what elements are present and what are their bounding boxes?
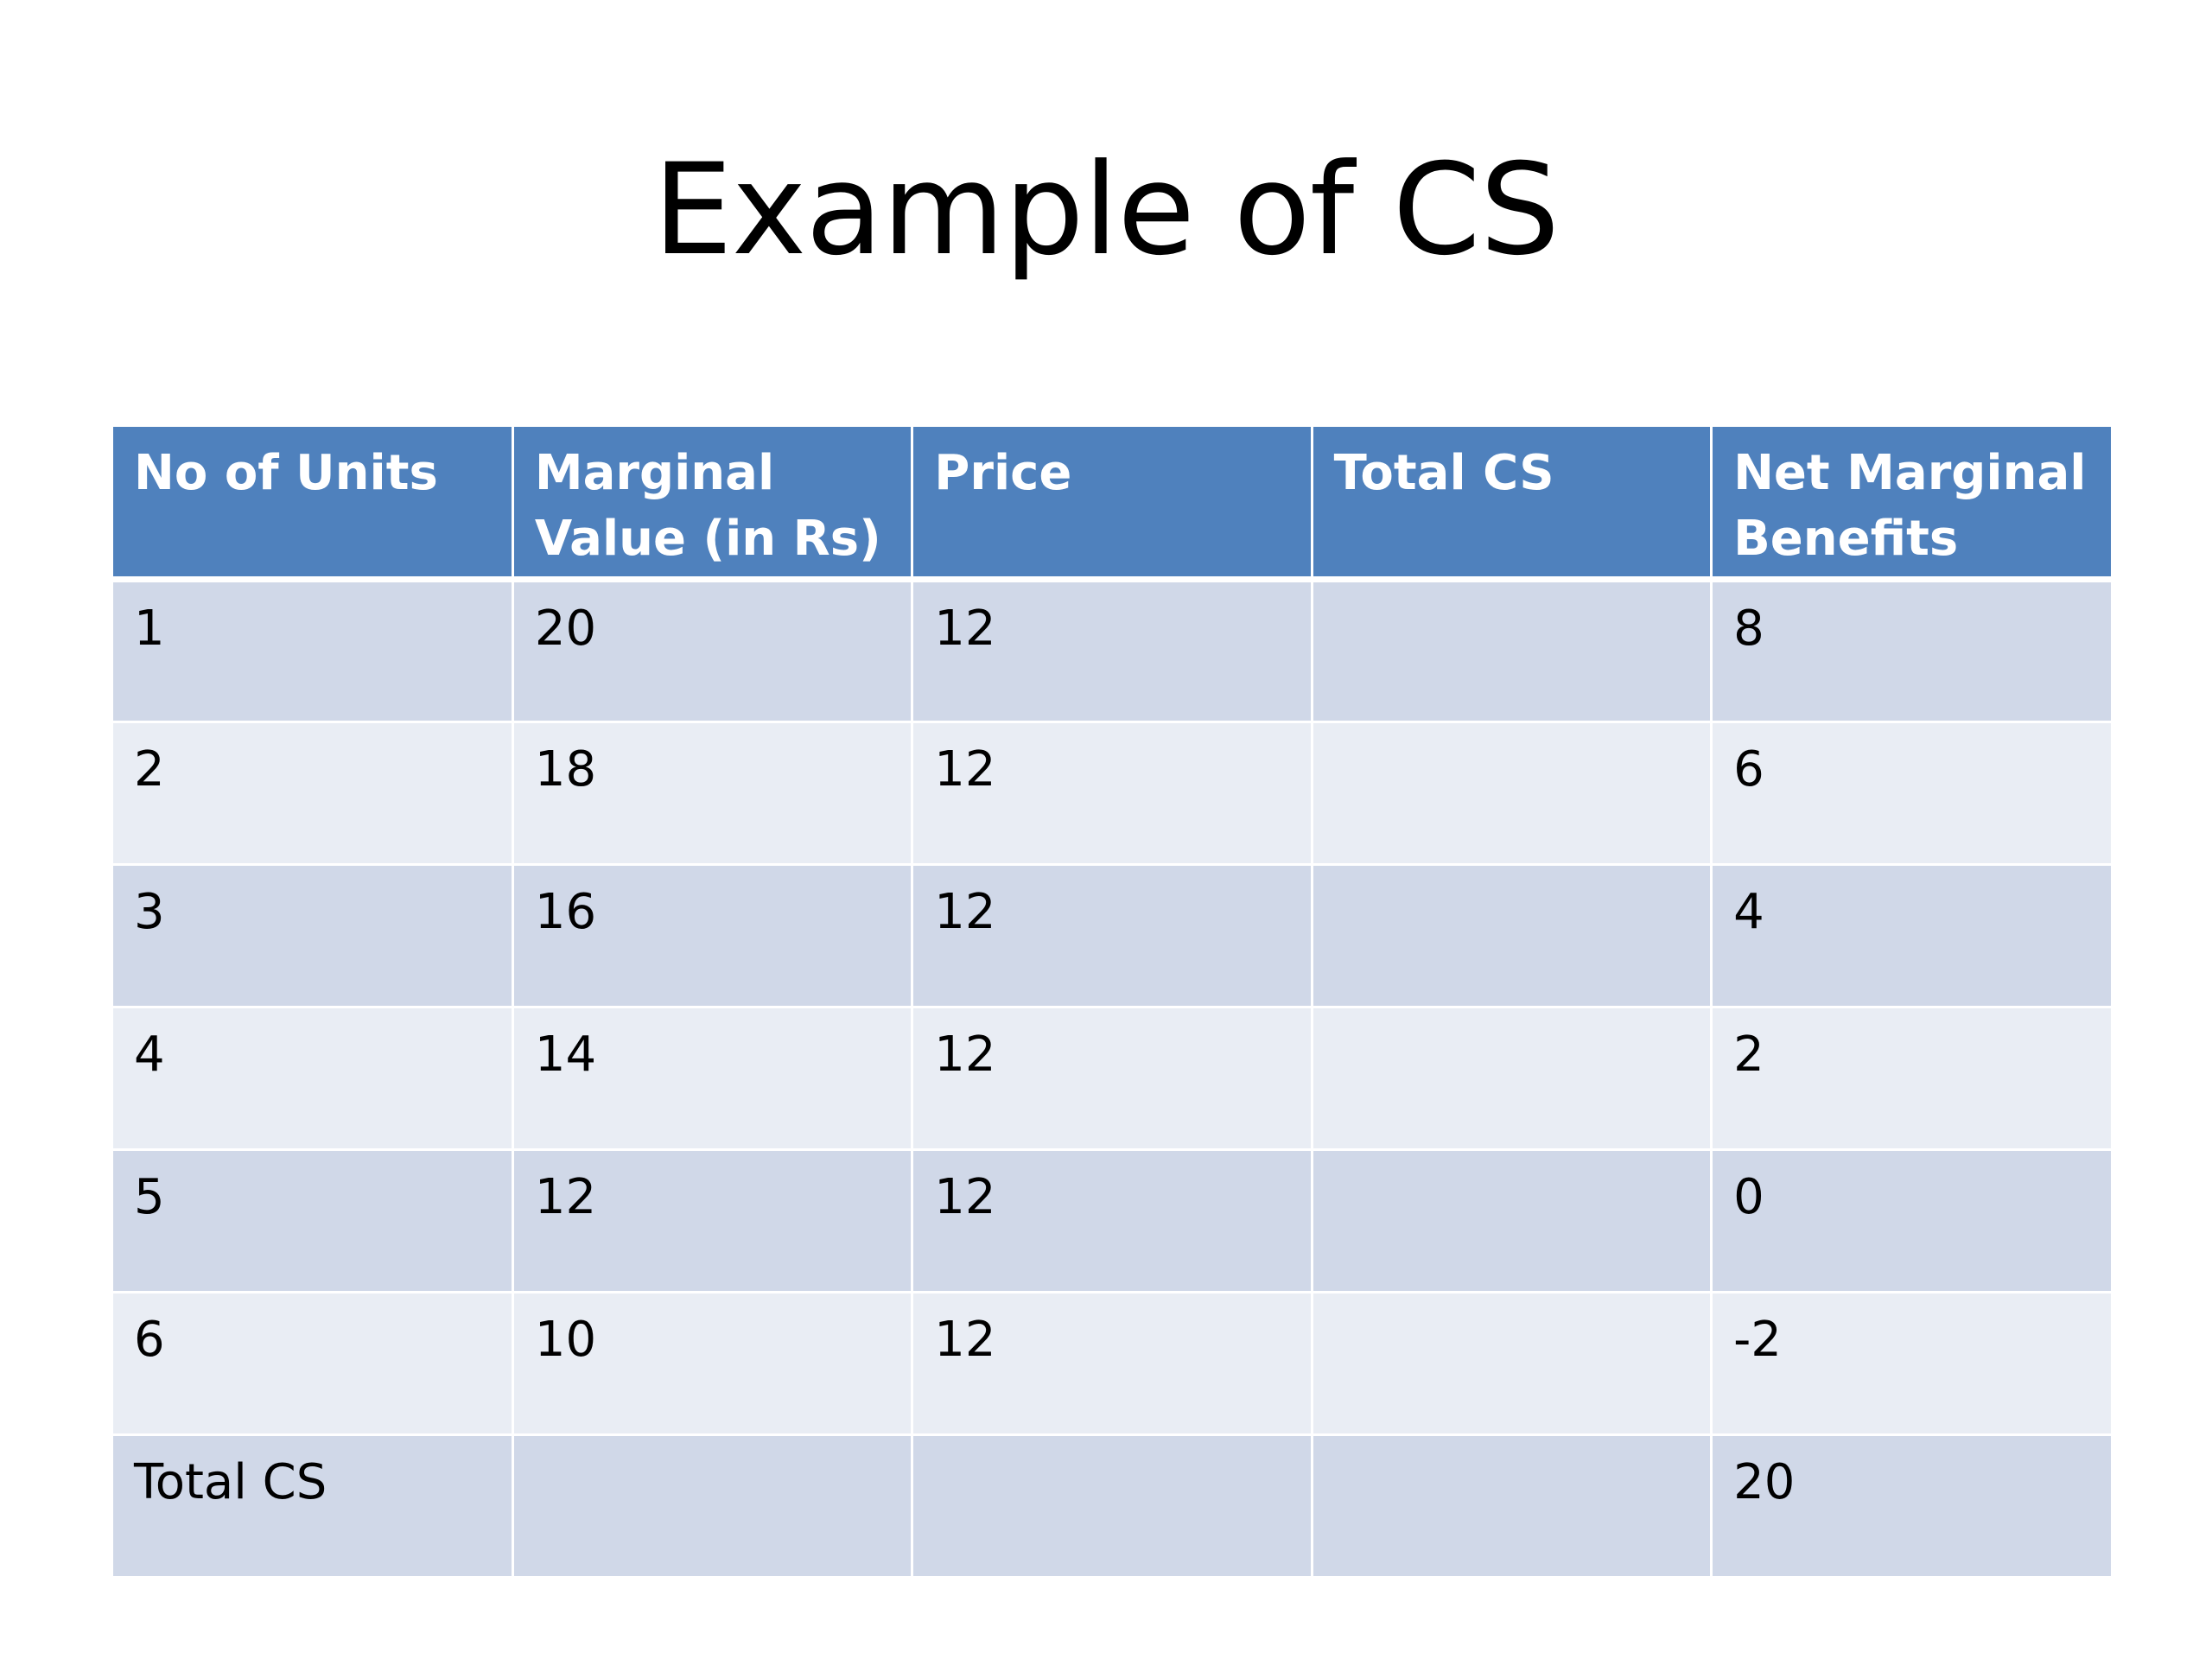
cell-units: 2 bbox=[113, 721, 514, 866]
cell-total-cs bbox=[1312, 1149, 1713, 1294]
table-row: 5 12 12 0 bbox=[113, 1149, 2111, 1294]
cell-marginal-value: 14 bbox=[512, 1007, 914, 1151]
cell-total-cs bbox=[1312, 721, 1713, 866]
cell-units: 1 bbox=[113, 579, 514, 723]
table-row: 2 18 12 6 bbox=[113, 721, 2111, 866]
cell-marginal-value: 10 bbox=[512, 1292, 914, 1436]
cell-net-marginal-benefit: 4 bbox=[1711, 864, 2111, 1008]
cell-total-label: Total CS bbox=[113, 1434, 514, 1579]
cell-net-marginal-benefit: -2 bbox=[1711, 1292, 2111, 1436]
cell-units: 6 bbox=[113, 1292, 514, 1436]
cell-marginal-value: 20 bbox=[512, 579, 914, 723]
cell-total-value: 20 bbox=[1711, 1434, 2111, 1579]
table-row: 3 16 12 4 bbox=[113, 864, 2111, 1008]
cell-marginal-value bbox=[512, 1434, 914, 1579]
cell-net-marginal-benefit: 8 bbox=[1711, 579, 2111, 723]
cell-units: 5 bbox=[113, 1149, 514, 1294]
cell-marginal-value: 12 bbox=[512, 1149, 914, 1294]
header-marginal-value: Marginal Value (in Rs) bbox=[512, 427, 914, 582]
cell-net-marginal-benefit: 6 bbox=[1711, 721, 2111, 866]
cell-price: 12 bbox=[912, 864, 1313, 1008]
header-no-of-units: No of Units bbox=[113, 427, 514, 582]
cell-price: 12 bbox=[912, 579, 1313, 723]
cell-marginal-value: 16 bbox=[512, 864, 914, 1008]
table-row: 1 20 12 8 bbox=[113, 579, 2111, 723]
table-header-row: No of Units Marginal Value (in Rs) Price… bbox=[113, 427, 2111, 582]
header-price: Price bbox=[912, 427, 1313, 582]
cell-total-cs bbox=[1312, 1007, 1713, 1151]
cell-total-cs bbox=[1312, 1292, 1713, 1436]
header-total-cs: Total CS bbox=[1312, 427, 1713, 582]
cell-price bbox=[912, 1434, 1313, 1579]
cell-total-cs bbox=[1312, 864, 1713, 1008]
cell-net-marginal-benefit: 0 bbox=[1711, 1149, 2111, 1294]
cell-units: 4 bbox=[113, 1007, 514, 1151]
cell-net-marginal-benefit: 2 bbox=[1711, 1007, 2111, 1151]
cell-units: 3 bbox=[113, 864, 514, 1008]
cell-price: 12 bbox=[912, 721, 1313, 866]
table-row: 6 10 12 -2 bbox=[113, 1292, 2111, 1436]
cell-price: 12 bbox=[912, 1292, 1313, 1436]
cell-total-cs bbox=[1312, 579, 1713, 723]
cell-price: 12 bbox=[912, 1007, 1313, 1151]
table-total-row: Total CS 20 bbox=[113, 1434, 2111, 1579]
slide-title: Example of CS bbox=[652, 137, 1560, 283]
cell-price: 12 bbox=[912, 1149, 1313, 1294]
cs-table: No of Units Marginal Value (in Rs) Price… bbox=[113, 427, 2111, 1579]
header-net-marginal-benefits: Net Marginal Benefits bbox=[1711, 427, 2111, 582]
cell-total-cs bbox=[1312, 1434, 1713, 1579]
cs-table-container: No of Units Marginal Value (in Rs) Price… bbox=[113, 427, 2111, 1579]
table-row: 4 14 12 2 bbox=[113, 1007, 2111, 1151]
cell-marginal-value: 18 bbox=[512, 721, 914, 866]
